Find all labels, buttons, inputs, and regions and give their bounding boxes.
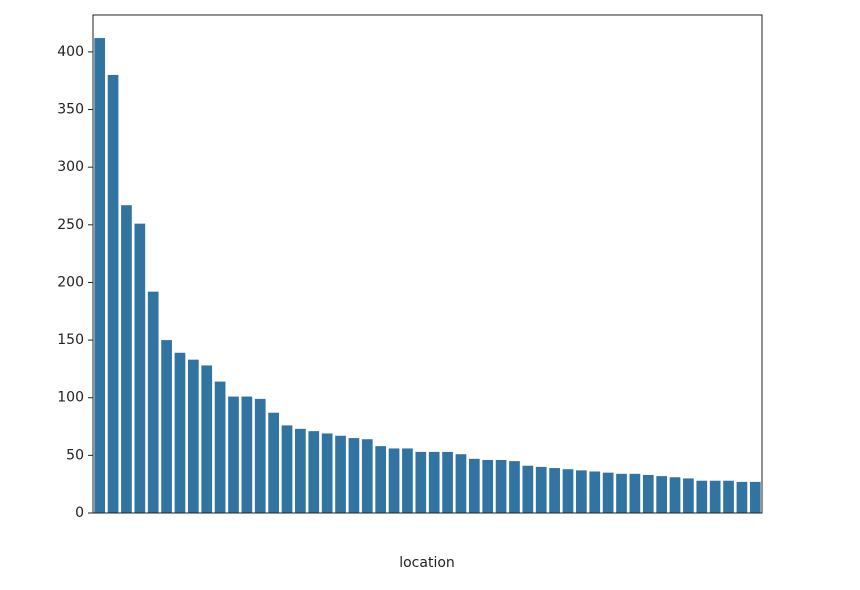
bar xyxy=(147,291,159,513)
bar xyxy=(388,448,400,513)
bar xyxy=(749,481,761,513)
bar xyxy=(629,473,641,513)
bar xyxy=(201,365,213,513)
bar xyxy=(375,446,387,513)
bar xyxy=(161,340,172,513)
bar xyxy=(522,465,534,513)
bar xyxy=(214,381,226,513)
bar xyxy=(134,223,146,513)
bar xyxy=(295,428,306,513)
bar xyxy=(576,470,587,513)
bar xyxy=(361,439,373,513)
bar xyxy=(709,480,721,513)
x-axis-label: location xyxy=(399,555,455,571)
bar xyxy=(482,459,494,513)
bar xyxy=(281,425,293,513)
bar xyxy=(602,472,614,513)
y-tick-label: 250 xyxy=(57,217,84,233)
bar xyxy=(642,474,654,513)
bar xyxy=(683,478,694,513)
plot-frame xyxy=(92,14,763,514)
bar xyxy=(616,473,627,513)
bar xyxy=(656,476,668,513)
y-tick-label: 50 xyxy=(66,447,84,463)
bar xyxy=(696,480,708,513)
bar xyxy=(187,359,199,513)
bar xyxy=(669,477,681,513)
bar xyxy=(549,468,560,513)
bar xyxy=(428,451,440,513)
bar xyxy=(308,431,320,513)
bar xyxy=(121,205,132,514)
y-tick-label: 300 xyxy=(57,159,84,175)
bar xyxy=(535,466,547,513)
y-tick-label: 0 xyxy=(75,505,84,521)
bar xyxy=(442,451,453,513)
bar xyxy=(228,396,239,513)
bar xyxy=(455,454,467,513)
y-tick-label: 200 xyxy=(57,274,84,290)
bar xyxy=(241,396,253,513)
bar xyxy=(562,469,574,513)
y-tick-label: 350 xyxy=(57,102,84,118)
bar xyxy=(723,480,734,513)
bar xyxy=(268,412,279,513)
bar xyxy=(348,438,360,513)
bar xyxy=(321,433,333,513)
y-tick-label: 100 xyxy=(57,390,84,406)
bar xyxy=(468,458,480,513)
bar xyxy=(415,451,427,513)
bar xyxy=(509,461,520,513)
bar xyxy=(254,398,266,513)
bar xyxy=(174,352,186,513)
bar xyxy=(335,435,346,513)
y-tick-label: 400 xyxy=(57,44,84,60)
bar xyxy=(495,459,507,513)
bar xyxy=(402,448,413,513)
bar xyxy=(736,481,748,513)
bar xyxy=(107,74,119,513)
y-tick-label: 150 xyxy=(57,332,84,348)
bar xyxy=(94,38,106,514)
bar xyxy=(589,471,601,513)
